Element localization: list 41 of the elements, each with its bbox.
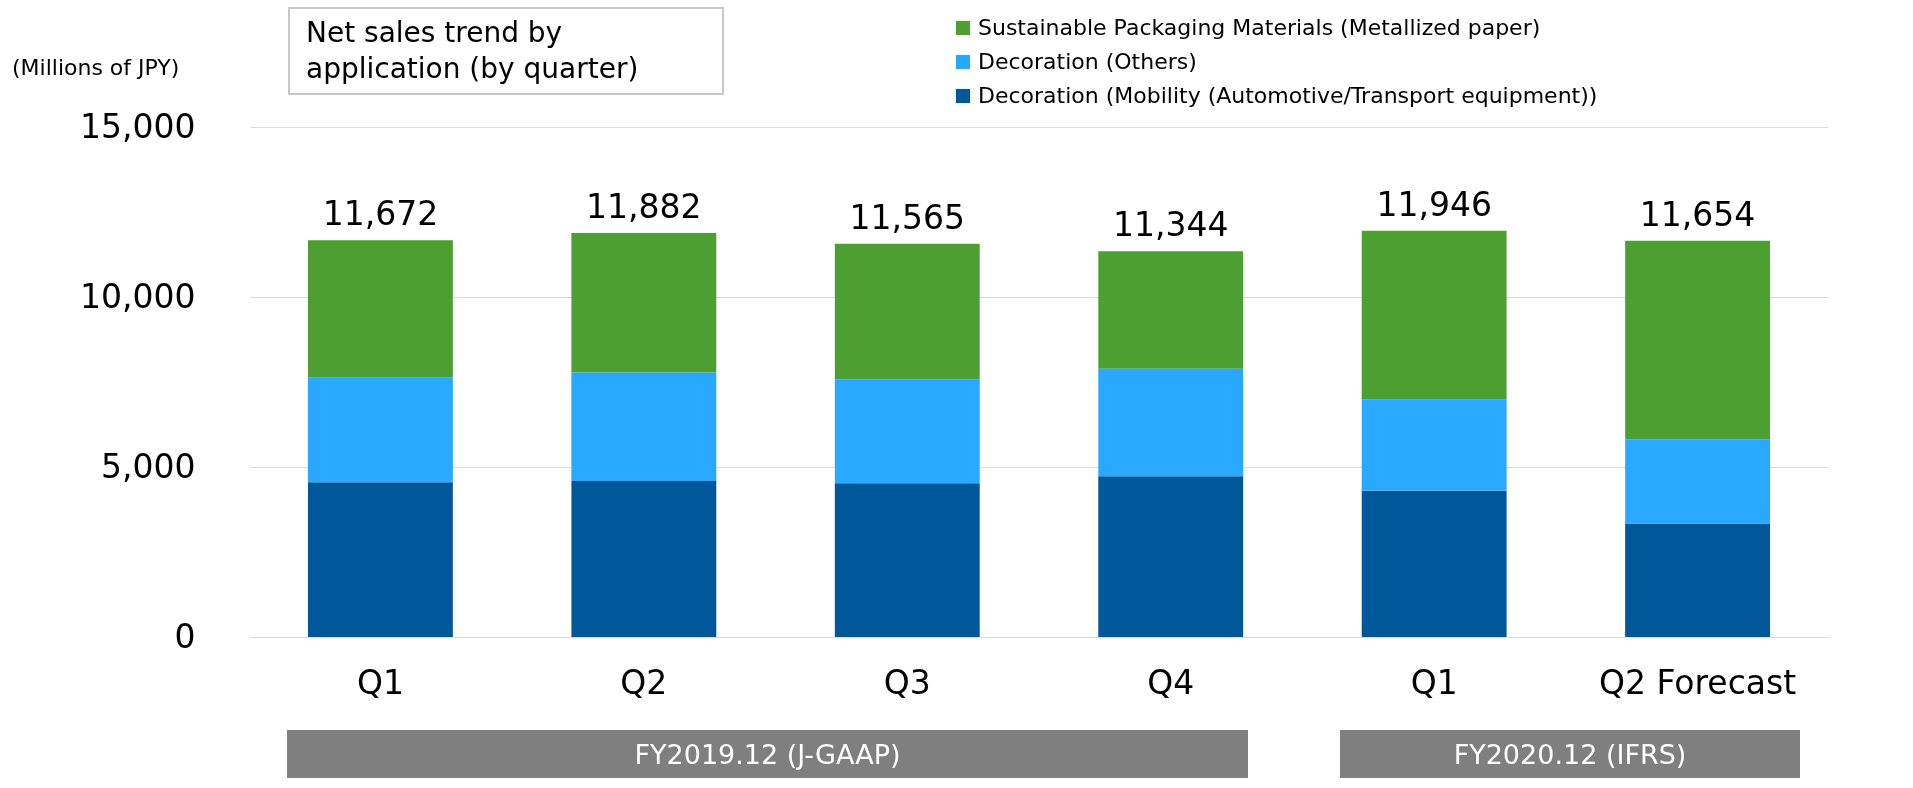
x-tick-label: Q2 Forecast xyxy=(1599,662,1797,702)
bar xyxy=(571,233,717,373)
legend-label: Decoration (Others) xyxy=(978,49,1197,74)
bar xyxy=(307,240,453,378)
legend-label: Decoration (Mobility (Automotive/Transport equipment)) xyxy=(978,83,1598,108)
x-tick-label: Q1 xyxy=(1410,662,1458,702)
y-tick-label: 5,000 xyxy=(101,446,196,486)
bar xyxy=(1625,439,1771,524)
bar xyxy=(1361,399,1507,491)
text: FY2020.12 (IFRS) xyxy=(1340,730,1800,778)
chart-title: Net sales trend by application (by quarter) xyxy=(288,7,724,95)
y-tick-label: 15,000 xyxy=(80,106,196,146)
bar xyxy=(1361,230,1507,400)
bar xyxy=(1625,523,1771,637)
text: FY2019.12 (J-GAAP) xyxy=(287,730,1248,778)
bar xyxy=(1098,476,1244,637)
bar xyxy=(571,372,717,481)
y-tick-label: 10,000 xyxy=(80,276,196,316)
bar xyxy=(1625,240,1771,440)
bar xyxy=(1098,251,1244,369)
x-tick-label: Q3 xyxy=(883,662,931,702)
bar xyxy=(307,377,453,483)
total-label: 11,565 xyxy=(849,197,966,237)
x-tick-label: Q1 xyxy=(356,662,404,702)
total-label: 11,672 xyxy=(322,194,439,234)
bar xyxy=(1098,368,1244,477)
bar xyxy=(834,243,980,380)
bar xyxy=(834,379,980,484)
x-tick-label: Q4 xyxy=(1147,662,1195,702)
y-tick-label: 0 xyxy=(174,616,196,656)
total-label: 11,344 xyxy=(1112,205,1229,245)
y-axis-title: (Millions of JPY) xyxy=(12,55,180,80)
total-label: 11,882 xyxy=(586,187,702,227)
bar xyxy=(834,483,980,637)
total-label: 11,946 xyxy=(1376,184,1492,224)
bar xyxy=(571,480,717,637)
total-label: 11,654 xyxy=(1639,194,1756,234)
bar xyxy=(307,482,453,637)
bar xyxy=(1361,490,1507,637)
legend-label: Sustainable Packaging Materials (Metallized paper) xyxy=(978,15,1541,40)
x-tick-label: Q2 xyxy=(620,662,668,702)
